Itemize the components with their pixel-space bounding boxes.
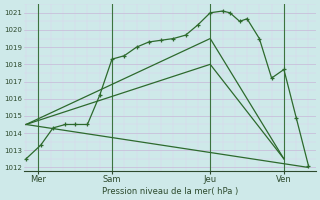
- X-axis label: Pression niveau de la mer( hPa ): Pression niveau de la mer( hPa ): [101, 187, 238, 196]
